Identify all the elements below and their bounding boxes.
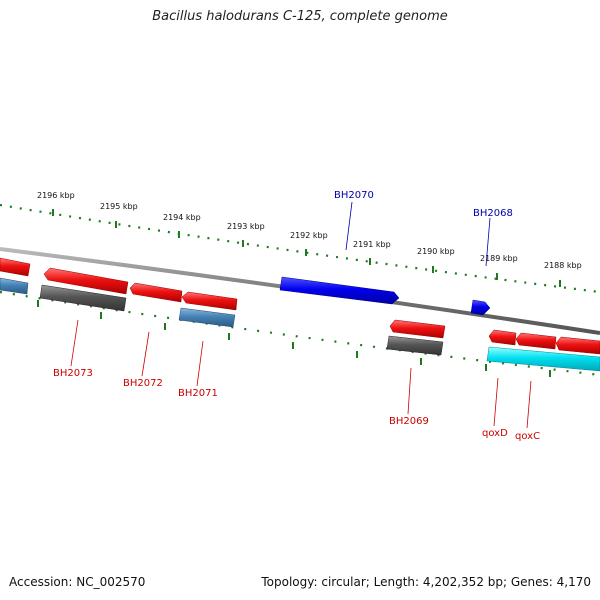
gene-label-bh2068[interactable]: BH2068 xyxy=(473,208,513,219)
inner-ruler xyxy=(0,290,600,377)
tick-2191: 2191 kbp xyxy=(353,240,391,265)
feature-bh2068[interactable] xyxy=(470,299,491,316)
tick-label-2195: 2195 kbp xyxy=(100,202,138,211)
accession-text: Accession: NC_002570 xyxy=(9,575,146,589)
tick-label-2191: 2191 kbp xyxy=(353,240,391,249)
map-title: Bacillus halodurans C-125, complete geno… xyxy=(152,9,448,24)
feature-bh2072[interactable] xyxy=(129,282,183,303)
tick-label-2188: 2188 kbp xyxy=(544,261,582,270)
tick-2188: 2188 kbp xyxy=(544,261,582,287)
feature-bh2069[interactable] xyxy=(389,319,446,339)
gene-label-bh2070[interactable]: BH2070 xyxy=(334,190,374,201)
feature-steel-bh2071[interactable] xyxy=(178,307,236,328)
gene-label-qoxd[interactable]: qoxD xyxy=(482,428,508,439)
tick-2195: 2195 kbp xyxy=(100,202,138,228)
tick-2194: 2194 kbp xyxy=(163,213,201,238)
tick-label-2192: 2192 kbp xyxy=(290,231,328,240)
gene-label-bh2069[interactable]: BH2069 xyxy=(389,416,429,427)
feature-steel-partial[interactable] xyxy=(0,277,29,295)
tick-2192: 2192 kbp xyxy=(290,231,328,256)
gene-label-bh2073[interactable]: BH2073 xyxy=(53,368,93,379)
tick-label-2190: 2190 kbp xyxy=(417,247,455,256)
feature-bh2070[interactable] xyxy=(279,276,400,305)
feature-qoxd[interactable] xyxy=(488,329,517,346)
tick-2193: 2193 kbp xyxy=(227,222,265,247)
feature-cyan-operon[interactable] xyxy=(486,346,600,372)
feature-qoxc[interactable] xyxy=(515,332,557,350)
tick-2196: 2196 kbp xyxy=(37,191,75,216)
feature-qoxb-partial[interactable] xyxy=(555,336,600,355)
tick-2190: 2190 kbp xyxy=(417,247,455,273)
gene-label-bh2071[interactable]: BH2071 xyxy=(178,388,218,399)
tick-2189: 2189 kbp xyxy=(480,254,518,280)
tick-label-2189: 2189 kbp xyxy=(480,254,518,263)
inner-ruler-ticks xyxy=(37,300,551,377)
outer-ruler xyxy=(0,203,600,294)
feature-bh2074-partial[interactable] xyxy=(0,257,31,277)
leader-lines xyxy=(70,201,532,429)
tick-label-2193: 2193 kbp xyxy=(227,222,265,231)
gene-label-bh2072[interactable]: BH2072 xyxy=(123,378,163,389)
gene-label-qoxc[interactable]: qoxC xyxy=(515,431,540,442)
feature-gray-bh2069[interactable] xyxy=(386,335,444,356)
genome-summary: Topology: circular; Length: 4,202,352 bp… xyxy=(261,575,591,589)
feature-gray-bh2073[interactable] xyxy=(39,284,127,312)
tick-label-2194: 2194 kbp xyxy=(163,213,201,222)
feature-bh2073[interactable] xyxy=(43,267,129,295)
feature-bh2071[interactable] xyxy=(181,291,238,311)
tick-label-2196: 2196 kbp xyxy=(37,191,75,200)
